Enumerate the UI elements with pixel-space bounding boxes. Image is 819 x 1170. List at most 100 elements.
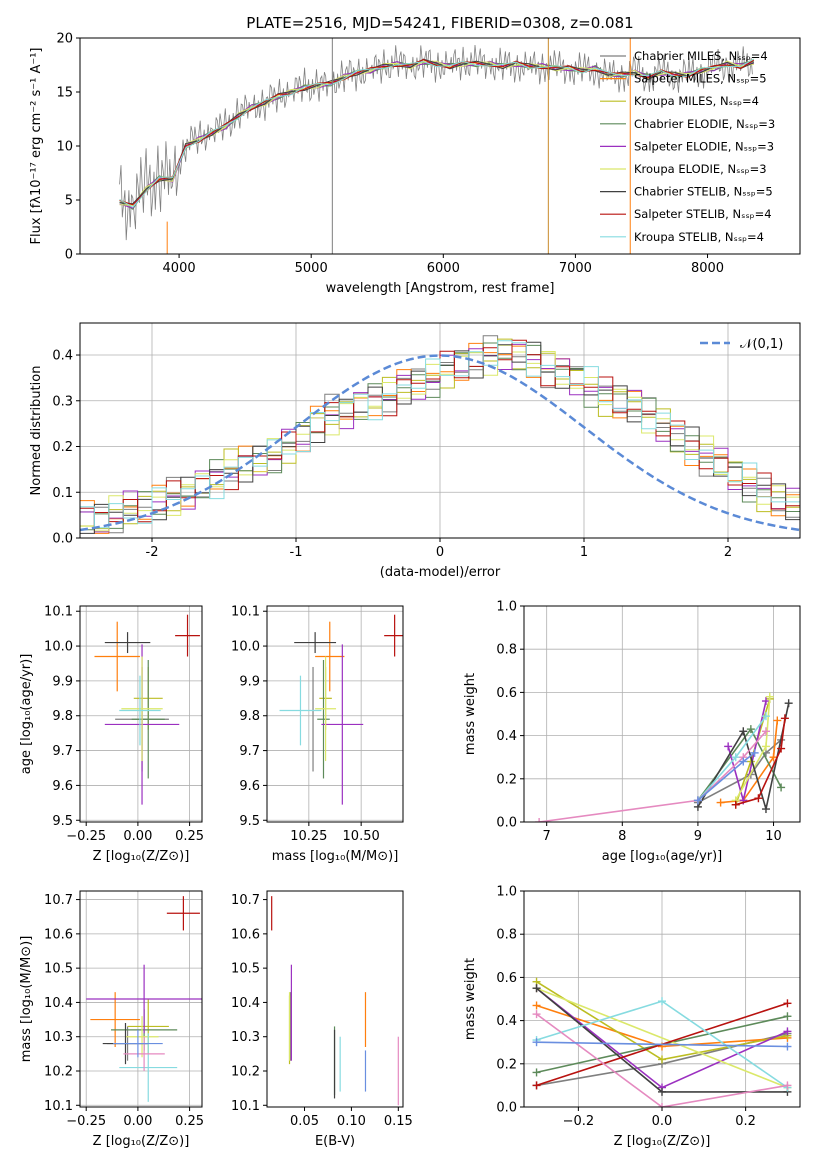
weight-line	[735, 718, 786, 806]
y-tick-label: 1.0	[496, 600, 517, 615]
y-tick-label: 10.7	[231, 893, 260, 908]
plot-area	[271, 896, 399, 1106]
y-tick-label: 0.2	[52, 440, 73, 455]
y-tick-label: 0.8	[496, 643, 517, 658]
x-tick-label: 2	[724, 545, 732, 560]
x-tick-label: 0.2	[735, 1114, 756, 1129]
x-tick-label: 7	[543, 829, 551, 844]
x-axis-label: Z [log₁₀(Z/Z⊙)]	[93, 1134, 190, 1149]
y-tick-label: 0.6	[496, 971, 517, 986]
y-tick-label: 10.1	[231, 605, 260, 620]
plot-area	[80, 335, 800, 534]
x-tick-label: 10.50	[343, 829, 380, 844]
x-tick-label: 0.10	[337, 1114, 366, 1129]
x-tick-label: 8000	[691, 261, 724, 276]
y-tick-label: 9.5	[52, 814, 73, 829]
x-tick-label: 5000	[295, 261, 328, 276]
y-tick-label: 10.3	[44, 1030, 73, 1045]
x-tick-label: 4000	[163, 261, 196, 276]
y-axis-label: mass [log₁₀(M/M⊙)]	[19, 936, 34, 1063]
y-tick-label: 10.7	[44, 893, 73, 908]
panel-age-vs-mass: 10.25 10.50 9.5 9.6 9.7 9.8 9.9 10.0 10.1 mass [l…	[231, 605, 404, 864]
observed-spectrum	[119, 44, 753, 241]
x-tick-label: 0.00	[123, 1114, 152, 1129]
y-tick-label: 0.3	[52, 394, 73, 409]
x-axis-label: (data-model)/error	[380, 565, 501, 580]
x-tick-label: 10.25	[290, 829, 327, 844]
y-tick-label: 10.4	[231, 996, 260, 1011]
axes-frame	[523, 605, 801, 823]
y-tick-label: 10.0	[44, 640, 73, 655]
plot-area	[119, 38, 755, 254]
x-tick-label: 10	[765, 829, 782, 844]
x-tick-label: 0.05	[290, 1114, 319, 1129]
legend-entry: Salpeter MILES, Nₛₛₚ=5	[634, 72, 767, 86]
y-tick-label: 9.8	[239, 709, 260, 724]
y-tick-label: 10.1	[231, 1099, 260, 1114]
x-tick-label: 8	[618, 829, 626, 844]
panel-mass-weight-vs-Z: −0.2 0.0 0.2 0.0 0.2 0.4 0.6 0.8 1.0 Z [log₁₀(Z/Z…	[463, 885, 801, 1149]
legend-entry: Salpeter STELIB, Nₛₛₚ=4	[634, 207, 772, 221]
y-tick-label: 20	[56, 32, 73, 47]
x-tick-label: -2	[146, 545, 159, 560]
legend-entry: 𝒩(0,1)	[740, 337, 783, 352]
y-axis-label: age [log₁₀(age/yr)]	[19, 654, 34, 775]
model-line	[119, 58, 755, 208]
plot-area	[535, 692, 793, 822]
y-tick-label: 0.2	[496, 772, 517, 787]
y-tick-label: 9.7	[52, 744, 73, 759]
y-axis-label: Normed distribution	[29, 366, 44, 496]
y-tick-label: 0.0	[496, 816, 517, 831]
y-tick-label: 1.0	[496, 885, 517, 900]
panel-mass-vs-ebv: 0.05 0.10 0.15 10.1 10.2 10.3 10.4 10.5 10.6 10.7…	[231, 890, 413, 1149]
panel-mass-weight-vs-age: 7 8 9 10 0.0 0.2 0.4 0.6 0.8 1.0 age [log₁₀(age/yr…	[463, 600, 801, 864]
y-tick-label: 10.2	[44, 1065, 73, 1080]
y-tick-label: 0.4	[496, 729, 517, 744]
x-tick-label: −0.2	[563, 1114, 595, 1129]
y-axis-label: mass weight	[463, 673, 478, 755]
histogram-step	[80, 340, 800, 529]
gaussian-curve	[80, 354, 800, 532]
y-axis-label: Flux [fλ10⁻¹⁷ erg cm⁻² s⁻¹ A⁻¹]	[29, 48, 44, 245]
figure-title: PLATE=2516, MJD=54241, FIBERID=0308, z=0…	[246, 14, 633, 32]
y-tick-label: 0	[65, 248, 73, 263]
weight-line	[538, 730, 767, 822]
y-tick-label: 10.0	[231, 640, 260, 655]
y-tick-label: 0.4	[496, 1014, 517, 1029]
x-tick-label: 9	[694, 829, 702, 844]
y-tick-label: 9.6	[52, 779, 73, 794]
legend-entry: Kroupa MILES, Nₛₛₚ=4	[634, 94, 759, 108]
panel-age-vs-Z: −0.25 0.00 0.25 9.5 9.6 9.7 9.8 9.9 10.0 10.1 Z [l…	[19, 605, 204, 864]
y-tick-label: 9.7	[239, 744, 260, 759]
y-tick-label: 10.5	[231, 962, 260, 977]
y-tick-label: 9.9	[239, 674, 260, 689]
y-tick-label: 10.4	[44, 996, 73, 1011]
legend: Chabrier MILES, Nₛₛₚ=4 Salpeter MILES, Nₛ…	[600, 49, 775, 244]
panel-spectrum: Chabrier MILES, Nₛₛₚ=4 Salpeter MILES, Nₛ…	[29, 32, 801, 296]
axes-frame	[266, 605, 404, 823]
model-line	[119, 58, 755, 206]
x-tick-label: 0.15	[384, 1114, 413, 1129]
x-axis-label: age [log₁₀(age/yr)]	[602, 849, 723, 864]
y-tick-label: 9.6	[239, 779, 260, 794]
y-tick-label: 0.1	[52, 486, 73, 501]
x-tick-label: −0.25	[66, 829, 106, 844]
x-tick-label: -1	[290, 545, 303, 560]
y-tick-label: 0.0	[496, 1101, 517, 1116]
model-line	[119, 60, 754, 209]
legend: 𝒩(0,1)	[700, 337, 783, 352]
weight-line	[720, 720, 779, 804]
plot-area	[86, 896, 202, 1102]
y-tick-label: 15	[56, 86, 73, 101]
legend-entry: Salpeter ELODIE, Nₛₛₚ=3	[634, 139, 774, 153]
x-axis-label: Z [log₁₀(Z/Z⊙)]	[614, 1134, 711, 1149]
model-line	[119, 58, 755, 205]
y-tick-label: 10.6	[44, 927, 73, 942]
y-tick-label: 10.1	[44, 1099, 73, 1114]
y-tick-label: 0.6	[496, 686, 517, 701]
y-tick-label: 0.8	[496, 928, 517, 943]
y-tick-label: 9.9	[52, 674, 73, 689]
y-tick-label: 0.2	[496, 1057, 517, 1072]
legend-entry: Kroupa ELODIE, Nₛₛₚ=3	[634, 162, 767, 176]
